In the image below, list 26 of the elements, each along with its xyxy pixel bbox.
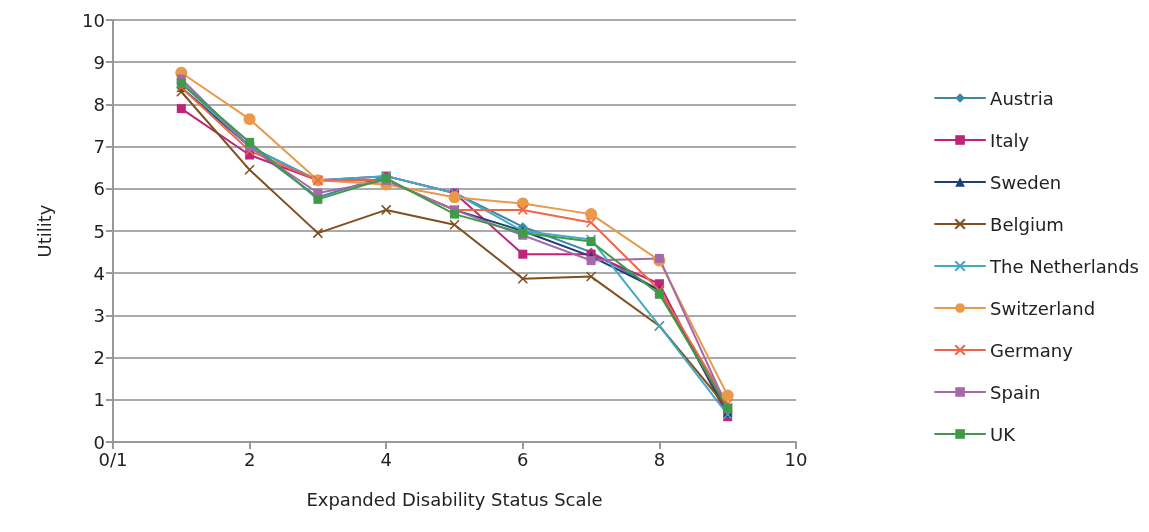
y-tick-label: 2 [93, 347, 105, 369]
legend-label: Belgium [990, 213, 1064, 235]
y-tick-label: 6 [93, 178, 105, 200]
legend-label: The Netherlands [989, 255, 1139, 277]
y-tick-label: 7 [93, 136, 105, 158]
legend-label: Italy [990, 129, 1030, 151]
y-tick-label: 3 [93, 304, 105, 326]
legend-label: Germany [990, 339, 1074, 361]
y-tick-label: 1 [93, 389, 105, 411]
legend-label: UK [990, 423, 1017, 445]
y-tick-label: 8 [93, 93, 105, 115]
y-axis-title: Utility [33, 204, 55, 258]
y-tick-label: 9 [93, 51, 105, 73]
legend-label: Spain [990, 381, 1041, 403]
x-tick-label: 8 [653, 448, 666, 470]
x-tick-label: 10 [784, 448, 808, 470]
y-tick-label: 5 [93, 220, 105, 242]
legend-label: Switzerland [990, 297, 1096, 319]
x-tick-label: 2 [243, 448, 256, 470]
x-tick-label: 4 [380, 448, 392, 470]
x-tick-label: 6 [517, 448, 529, 470]
y-tick-label: 10 [82, 9, 105, 31]
legend-label: Austria [990, 87, 1054, 109]
x-axis-title: Expanded Disability Status Scale [306, 488, 603, 510]
legend-label: Sweden [990, 171, 1062, 193]
y-tick-label: 4 [93, 262, 105, 284]
